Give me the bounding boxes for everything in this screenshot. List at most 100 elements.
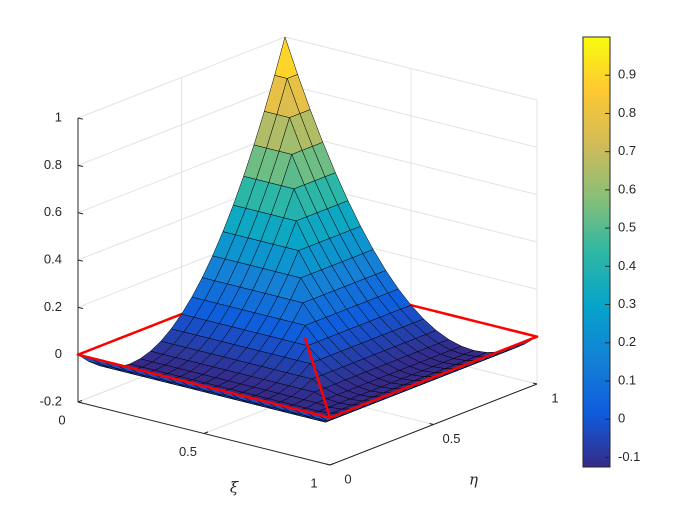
y-tick <box>325 463 331 466</box>
element-outline <box>290 406 307 413</box>
element-outline <box>215 388 231 394</box>
element-outline <box>452 363 466 371</box>
element-outline <box>164 375 181 382</box>
z-tick <box>77 259 84 262</box>
element-outline <box>422 307 438 313</box>
z-tick <box>77 117 84 120</box>
x-tick-label: 1 <box>310 475 317 490</box>
element-outline <box>240 394 256 401</box>
element-outline <box>463 359 477 367</box>
element-outline <box>308 351 314 362</box>
element-outline <box>401 384 415 391</box>
element-outline <box>190 381 206 388</box>
x-tick <box>203 431 209 434</box>
element-outline <box>138 325 152 332</box>
y-tick <box>429 423 434 425</box>
x-tick-label: 0.5 <box>179 444 197 459</box>
element-outline <box>370 396 383 403</box>
element-outline <box>485 322 501 329</box>
element-outline <box>324 402 329 412</box>
element-outline <box>227 391 244 397</box>
element-outline <box>497 325 514 332</box>
element-outline <box>317 380 323 391</box>
element-outline <box>322 394 327 405</box>
element-outline <box>494 347 508 355</box>
element-outline <box>525 335 539 342</box>
y-tick <box>532 382 538 385</box>
z-tick-label: -0.2 <box>40 393 62 408</box>
element-outline <box>76 353 92 360</box>
y-tick-label: 0.5 <box>442 431 460 446</box>
element-outline <box>159 316 173 324</box>
x-axis-label: ξ <box>230 479 239 497</box>
colorbar-tick-label: 0.7 <box>618 143 636 158</box>
colorbar-tick-label: 0.3 <box>618 296 636 311</box>
element-outline <box>315 373 320 383</box>
element-outline <box>310 358 316 369</box>
element-outline <box>411 379 425 387</box>
element-outline <box>523 332 539 338</box>
colorbar-tick-label: 0.4 <box>618 258 636 273</box>
z-tick-label: 0.8 <box>44 157 62 172</box>
element-outline <box>202 384 218 391</box>
element-outline <box>359 400 373 407</box>
z-tick-label: 0.6 <box>44 204 62 219</box>
colorbar-tick-label: 0 <box>618 411 625 426</box>
z-tick-label: 1 <box>55 109 62 124</box>
x-tick <box>77 399 83 403</box>
element-outline <box>127 366 143 372</box>
element-outline <box>114 362 130 369</box>
y-axis-label: η <box>469 471 478 489</box>
element-outline <box>434 310 451 316</box>
surface-face <box>274 36 298 79</box>
z-tick-label: 0.4 <box>44 251 62 266</box>
element-outline <box>328 412 342 419</box>
y-tick-label: 1 <box>551 390 558 405</box>
colorbar-tick-label: 0.9 <box>618 67 636 82</box>
element-outline <box>313 366 318 376</box>
element-outline <box>278 403 294 410</box>
element-outline <box>303 410 319 416</box>
element-outline <box>409 303 425 310</box>
colorbar-tick-label: 0.6 <box>618 181 636 196</box>
element-outline <box>304 337 309 347</box>
element-outline <box>152 372 168 378</box>
element-outline <box>118 333 131 340</box>
element-outline <box>380 392 394 399</box>
colorbar-tick-label: 0.8 <box>618 105 636 120</box>
element-outline <box>107 337 121 344</box>
z-tick-label: 0.2 <box>44 299 62 314</box>
element-outline <box>390 388 404 395</box>
element-outline <box>89 356 105 363</box>
element-outline <box>265 400 281 407</box>
colorbar <box>582 36 611 468</box>
element-outline <box>473 355 487 363</box>
element-outline <box>149 321 163 328</box>
element-outline <box>442 367 456 375</box>
element-outline <box>253 397 269 404</box>
x-tick-label: 0 <box>58 412 65 427</box>
element-outline <box>421 375 435 383</box>
colorbar-tick-label: 0.5 <box>618 220 636 235</box>
element-outline <box>432 371 446 379</box>
element-outline <box>139 369 155 375</box>
y-tick-label: 0 <box>344 471 351 486</box>
element-outline <box>484 351 497 359</box>
element-outline <box>510 329 526 335</box>
colorbar-tick-label: -0.1 <box>618 449 640 464</box>
colorbar-tick-label: 0.2 <box>618 334 636 349</box>
element-outline <box>460 316 476 323</box>
colorbar-tick-label: 0.1 <box>618 372 636 387</box>
x-tick <box>329 462 335 466</box>
element-outline <box>316 413 332 419</box>
z-tick-label: 0 <box>55 346 62 361</box>
element-outline <box>504 343 518 351</box>
element-outline <box>349 404 363 411</box>
z-tick <box>77 212 84 215</box>
element-outline <box>177 378 193 385</box>
element-outline <box>319 387 325 398</box>
element-outline <box>515 339 528 347</box>
element-outline <box>306 344 311 355</box>
element-outline <box>447 313 463 320</box>
